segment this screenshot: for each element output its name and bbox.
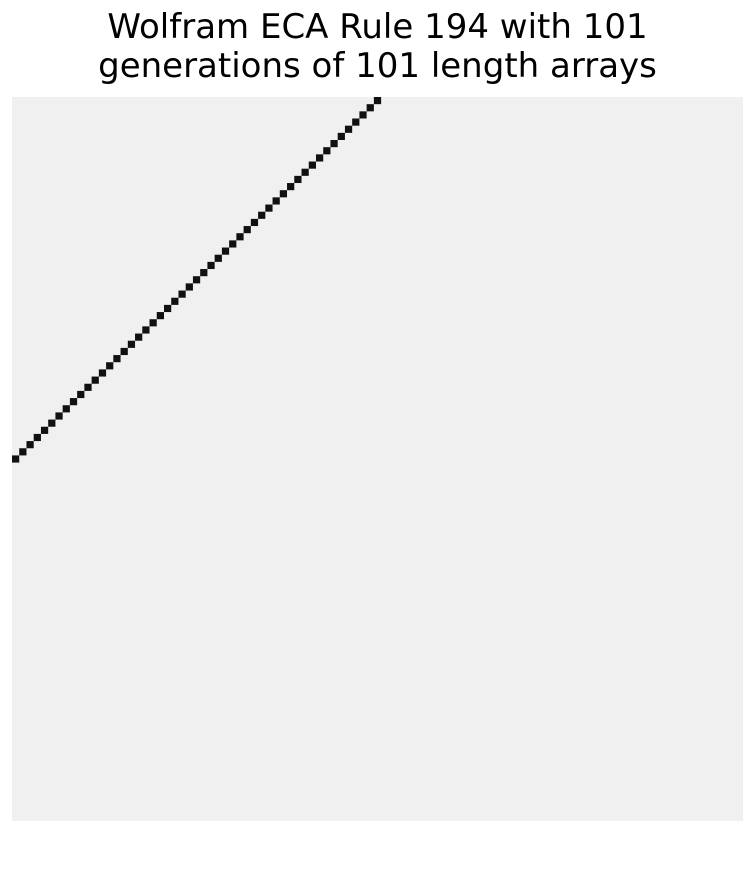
live-cell-r39-c11 [91,376,99,384]
live-cell-r2-c48 [359,111,367,119]
live-cell-r28-c22 [171,297,179,305]
live-cell-r23-c27 [207,261,215,270]
live-cell-r3-c47 [352,118,360,126]
live-cell-r7-c43 [323,147,331,155]
live-cell-r43-c7 [62,405,70,413]
live-cell-r40-c10 [84,383,92,391]
live-cell-r8-c42 [315,154,324,162]
live-cell-r47-c3 [33,433,41,442]
live-cell-r20-c30 [229,240,237,248]
live-cell-r24-c26 [200,269,208,277]
live-cell-r37-c13 [106,362,114,370]
live-cell-r22-c28 [214,254,222,262]
live-cell-r1-c49 [366,104,374,112]
live-cell-r41-c9 [77,390,85,399]
live-cell-r50-c0 [12,455,20,463]
live-cell-r46-c4 [40,426,49,434]
live-cell-r10-c40 [301,168,309,176]
cellular-automaton-grid [12,97,743,821]
live-cell-r4-c46 [344,125,353,133]
live-cell-r14-c36 [272,197,280,205]
live-cell-r42-c8 [69,398,78,406]
live-cell-r32-c18 [142,326,150,334]
grid-background [12,97,743,821]
live-cell-r33-c17 [135,333,143,341]
live-cell-r13-c37 [279,190,288,198]
live-cell-r26-c24 [185,283,193,291]
live-cell-r44-c6 [55,412,63,420]
live-cell-r9-c41 [308,161,316,169]
live-cell-r17-c33 [250,218,259,227]
chart-title: Wolfram ECA Rule 194 with 101 generation… [0,8,755,86]
live-cell-r12-c38 [287,183,295,191]
live-cell-r36-c14 [113,355,121,363]
live-cell-r45-c5 [48,419,56,427]
live-cell-r29-c21 [163,304,172,313]
live-cell-r18-c32 [243,226,251,234]
live-cell-r25-c25 [192,276,201,284]
live-cells-layer [12,97,382,463]
live-cell-r27-c23 [178,290,186,298]
live-cell-r5-c45 [337,132,345,141]
live-cell-r35-c15 [120,347,128,356]
live-cell-r34-c16 [127,340,136,348]
live-cell-r49-c1 [19,448,27,456]
live-cell-r15-c35 [265,204,273,212]
live-cell-r6-c44 [330,140,338,148]
live-cell-r31-c19 [149,319,157,327]
live-cell-r19-c31 [236,233,244,241]
chart-title-line-1: Wolfram ECA Rule 194 with 101 [107,7,648,47]
live-cell-r30-c20 [156,312,164,320]
live-cell-r16-c34 [258,211,266,219]
live-cell-r11-c39 [294,175,302,184]
chart-title-line-2: generations of 101 length arrays [98,46,657,86]
live-cell-r21-c29 [221,247,230,255]
live-cell-r0-c50 [373,97,382,105]
live-cell-r38-c12 [98,369,107,377]
live-cell-r48-c2 [26,441,34,449]
